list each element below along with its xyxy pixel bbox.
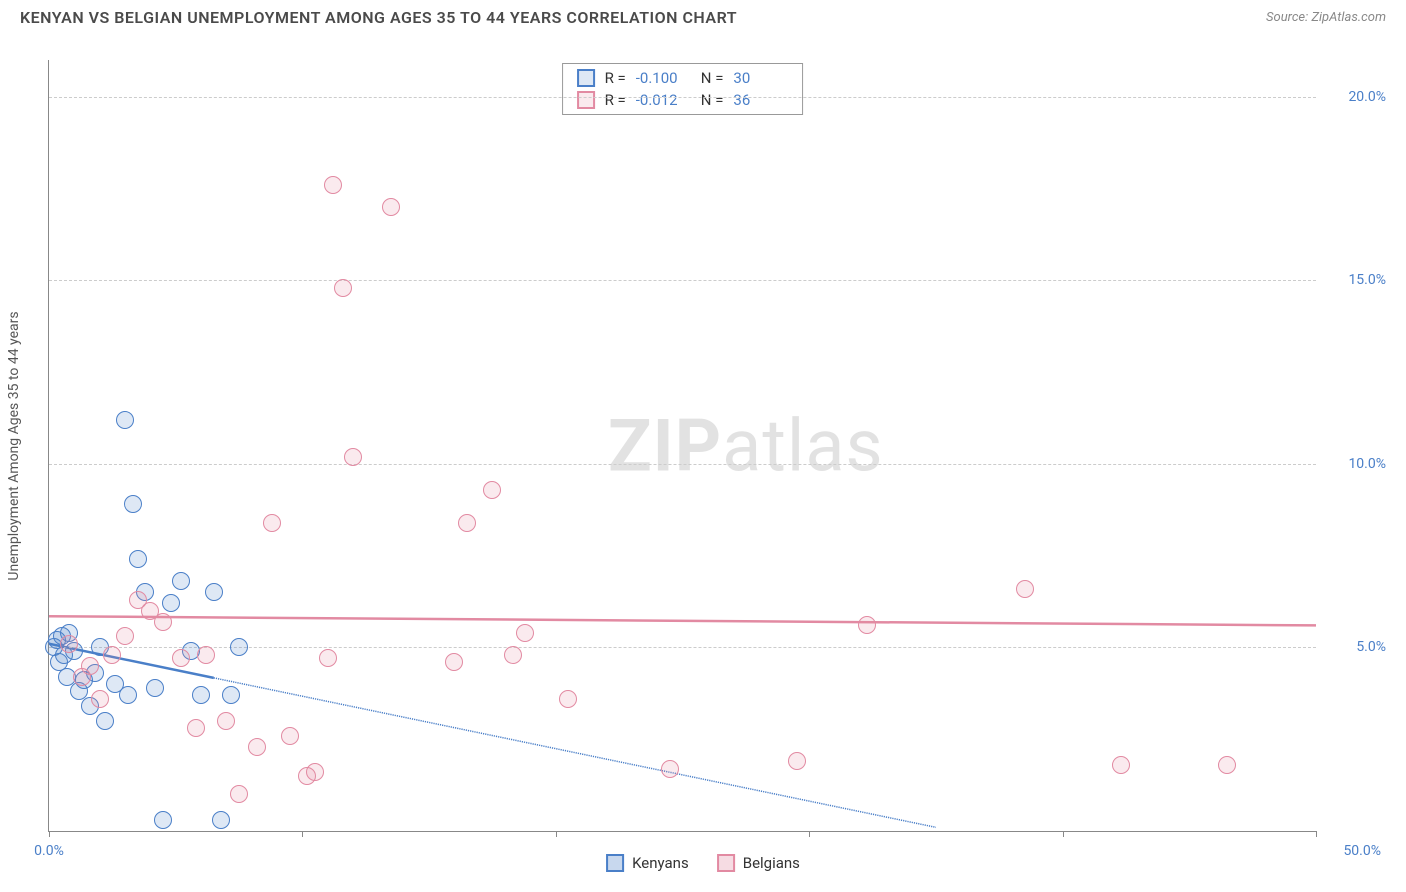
data-point xyxy=(172,649,190,667)
y-tick-label: 5.0% xyxy=(1326,639,1386,655)
data-point xyxy=(154,613,172,631)
data-point xyxy=(129,550,147,568)
data-point xyxy=(81,657,99,675)
series-legend: Kenyans Belgians xyxy=(606,854,800,872)
data-point xyxy=(1016,580,1034,598)
data-point xyxy=(154,811,172,829)
x-tick-mark xyxy=(1063,831,1064,837)
legend-swatch xyxy=(577,69,595,87)
legend-swatch xyxy=(606,854,624,872)
legend-item: Kenyans xyxy=(606,854,689,872)
stats-legend-row: R =-0.100N =30 xyxy=(577,67,789,89)
data-point xyxy=(788,752,806,770)
data-point xyxy=(1218,756,1236,774)
data-point xyxy=(212,811,230,829)
data-point xyxy=(445,653,463,671)
data-point xyxy=(205,583,223,601)
data-point xyxy=(504,646,522,664)
data-point xyxy=(103,646,121,664)
data-point xyxy=(124,495,142,513)
stats-legend-row: R =-0.012N =36 xyxy=(577,89,789,111)
data-point xyxy=(263,514,281,532)
y-tick-label: 15.0% xyxy=(1326,272,1386,288)
y-tick-label: 20.0% xyxy=(1326,89,1386,105)
gridline xyxy=(49,280,1316,281)
legend-swatch xyxy=(577,91,595,109)
chart-header: KENYAN VS BELGIAN UNEMPLOYMENT AMONG AGE… xyxy=(0,0,1406,31)
x-tick-mark xyxy=(809,831,810,837)
scatter-chart: ZIPatlas R =-0.100N =30R =-0.012N =36 5.… xyxy=(48,60,1316,832)
gridline xyxy=(49,97,1316,98)
data-point xyxy=(192,686,210,704)
data-point xyxy=(230,785,248,803)
y-axis-label: Unemployment Among Ages 35 to 44 years xyxy=(6,311,22,580)
data-point xyxy=(248,738,266,756)
data-point xyxy=(858,616,876,634)
gridline xyxy=(49,464,1316,465)
data-point xyxy=(661,760,679,778)
data-point xyxy=(319,649,337,667)
chart-title: KENYAN VS BELGIAN UNEMPLOYMENT AMONG AGE… xyxy=(20,8,737,27)
data-point xyxy=(559,690,577,708)
data-point xyxy=(162,594,180,612)
data-point xyxy=(197,646,215,664)
data-point xyxy=(222,686,240,704)
x-tick-mark xyxy=(302,831,303,837)
data-point xyxy=(281,727,299,745)
data-point xyxy=(230,638,248,656)
data-point xyxy=(306,763,324,781)
watermark: ZIPatlas xyxy=(608,403,884,488)
x-tick-mark xyxy=(556,831,557,837)
data-point xyxy=(91,690,109,708)
data-point xyxy=(146,679,164,697)
y-tick-label: 10.0% xyxy=(1326,456,1386,472)
data-point xyxy=(217,712,235,730)
data-point xyxy=(344,448,362,466)
x-tick-mark xyxy=(49,831,50,837)
data-point xyxy=(116,411,134,429)
data-point xyxy=(1112,756,1130,774)
x-tick-label: 0.0% xyxy=(34,843,64,859)
data-point xyxy=(324,176,342,194)
data-point xyxy=(116,627,134,645)
stats-legend: R =-0.100N =30R =-0.012N =36 xyxy=(562,63,804,115)
x-tick-mark xyxy=(1316,831,1317,837)
data-point xyxy=(187,719,205,737)
data-point xyxy=(119,686,137,704)
data-point xyxy=(516,624,534,642)
data-point xyxy=(458,514,476,532)
data-point xyxy=(382,198,400,216)
data-point xyxy=(483,481,501,499)
data-point xyxy=(60,635,78,653)
legend-swatch xyxy=(717,854,735,872)
source-attribution: Source: ZipAtlas.com xyxy=(1266,10,1386,25)
legend-item: Belgians xyxy=(717,854,800,872)
data-point xyxy=(334,279,352,297)
x-tick-label: 50.0% xyxy=(1321,843,1381,859)
data-point xyxy=(172,572,190,590)
trend-lines xyxy=(49,60,1316,831)
data-point xyxy=(96,712,114,730)
